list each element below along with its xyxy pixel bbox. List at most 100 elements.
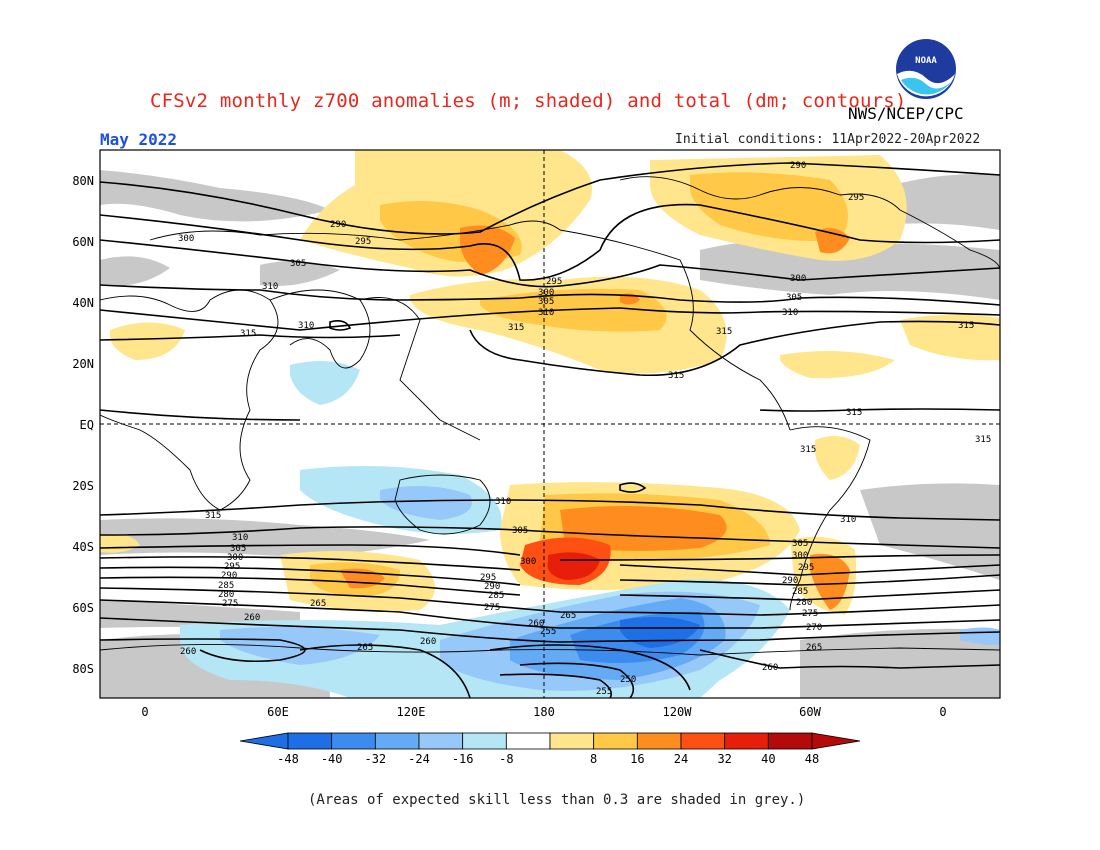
svg-text:290: 290	[330, 220, 346, 230]
svg-text:260: 260	[762, 663, 778, 673]
latitude-labels: 80N 60N 40N 20N EQ 20S 40S 60S 80S	[72, 174, 94, 676]
svg-text:285: 285	[792, 587, 808, 597]
colorbar-cell	[287, 732, 333, 750]
svg-text:310: 310	[232, 533, 248, 543]
svg-text:315: 315	[975, 435, 991, 445]
svg-text:310: 310	[298, 321, 314, 331]
longitude-labels: 0 60E 120E 180 120W 60W 0	[141, 705, 946, 719]
svg-text:285: 285	[218, 581, 234, 591]
svg-text:305: 305	[230, 544, 246, 554]
forecast-month: May 2022	[100, 130, 178, 149]
lat-label: 60S	[72, 601, 94, 615]
svg-text:300: 300	[227, 553, 243, 563]
lon-label: 120E	[397, 705, 426, 719]
svg-text:290: 290	[221, 571, 237, 581]
colorbar-tick-label: -32	[364, 752, 386, 766]
svg-text:295: 295	[355, 237, 371, 247]
svg-text:295: 295	[848, 193, 864, 203]
svg-text:310: 310	[262, 282, 278, 292]
svg-text:260: 260	[420, 637, 436, 647]
svg-text:295: 295	[480, 573, 496, 583]
svg-text:310: 310	[495, 497, 511, 507]
colorbar-cell	[636, 732, 682, 750]
svg-text:300: 300	[792, 551, 808, 561]
svg-text:265: 265	[560, 611, 576, 621]
colorbar-cell	[505, 732, 551, 750]
svg-text:275: 275	[802, 609, 818, 619]
map-area: 290 295 290 295 300 305 310 310 315 295 …	[100, 150, 1000, 698]
svg-text:255: 255	[596, 687, 612, 697]
colorbar-tick-label: 16	[630, 752, 644, 766]
lat-label: 60N	[72, 235, 94, 249]
svg-text:305: 305	[792, 539, 808, 549]
svg-text:295: 295	[798, 563, 814, 573]
lon-label: 180	[533, 705, 555, 719]
colorbar-tick-label: 48	[805, 752, 819, 766]
svg-text:265: 265	[806, 643, 822, 653]
contour-labels: 290 295 290 295 300 305 310 310 315 295 …	[178, 161, 991, 697]
svg-text:260: 260	[244, 613, 260, 623]
svg-text:290: 290	[484, 582, 500, 592]
colorbar-tick-label: 32	[717, 752, 731, 766]
svg-text:300: 300	[790, 274, 806, 284]
svg-text:285: 285	[488, 591, 504, 601]
svg-text:305: 305	[538, 297, 554, 307]
svg-text:250: 250	[620, 675, 636, 685]
colorbar-cell	[374, 732, 420, 750]
svg-text:300: 300	[538, 288, 554, 298]
svg-text:315: 315	[240, 329, 256, 339]
chart-title: CFSv2 monthly z700 anomalies (m; shaded)…	[150, 90, 907, 112]
svg-text:280: 280	[796, 598, 812, 608]
svg-text:265: 265	[310, 599, 326, 609]
lat-label: 40N	[72, 296, 94, 310]
svg-text:315: 315	[716, 327, 732, 337]
svg-text:280: 280	[218, 590, 234, 600]
svg-text:315: 315	[668, 371, 684, 381]
svg-text:305: 305	[786, 293, 802, 303]
colorbar-cell	[767, 732, 813, 750]
height-contours	[100, 162, 1000, 698]
lat-label: 20N	[72, 357, 94, 371]
colorbar-tick-label: -8	[499, 752, 513, 766]
svg-text:265: 265	[357, 643, 373, 653]
initial-conditions: Initial conditions: 11Apr2022-20Apr2022	[675, 132, 981, 147]
colorbar-cell	[549, 732, 595, 750]
colorbar-cell	[593, 732, 638, 750]
coastlines	[100, 176, 1000, 656]
logo-text: NOAA	[915, 56, 937, 66]
svg-text:255: 255	[540, 627, 556, 637]
negative-anomalies	[180, 361, 1000, 698]
colorbar-cell	[331, 732, 376, 750]
agency-label: NWS/NCEP/CPC	[848, 104, 964, 123]
svg-text:275: 275	[484, 603, 500, 613]
svg-text:305: 305	[290, 259, 306, 269]
colorbar: -48 -40 -32 -24 -16 -8 8 16 24 32 40 48	[239, 732, 861, 766]
svg-text:310: 310	[538, 308, 554, 318]
svg-text:310: 310	[840, 515, 856, 525]
svg-text:300: 300	[178, 234, 194, 244]
colorbar-cell	[418, 732, 464, 750]
svg-text:260: 260	[180, 647, 196, 657]
svg-text:315: 315	[508, 323, 524, 333]
lon-label: 120W	[663, 705, 693, 719]
svg-text:275: 275	[222, 599, 238, 609]
svg-text:260: 260	[528, 619, 544, 629]
colorbar-right-arrow	[811, 732, 861, 750]
colorbar-cell	[724, 732, 769, 750]
colorbar-tick-label: -40	[321, 752, 343, 766]
lat-label: 80N	[72, 174, 94, 188]
lat-label: 40S	[72, 540, 94, 554]
svg-text:305: 305	[512, 526, 528, 536]
svg-text:315: 315	[205, 511, 221, 521]
skill-note: (Areas of expected skill less than 0.3 a…	[308, 792, 806, 808]
svg-text:310: 310	[782, 308, 798, 318]
colorbar-cell	[462, 732, 507, 750]
colorbar-tick-label: 8	[590, 752, 597, 766]
colorbar-tick-label: -16	[452, 752, 474, 766]
svg-text:290: 290	[790, 161, 806, 171]
colorbar-tick-label: 24	[674, 752, 688, 766]
lat-label: 20S	[72, 479, 94, 493]
svg-text:300: 300	[520, 557, 536, 567]
lon-label: 60E	[267, 705, 289, 719]
